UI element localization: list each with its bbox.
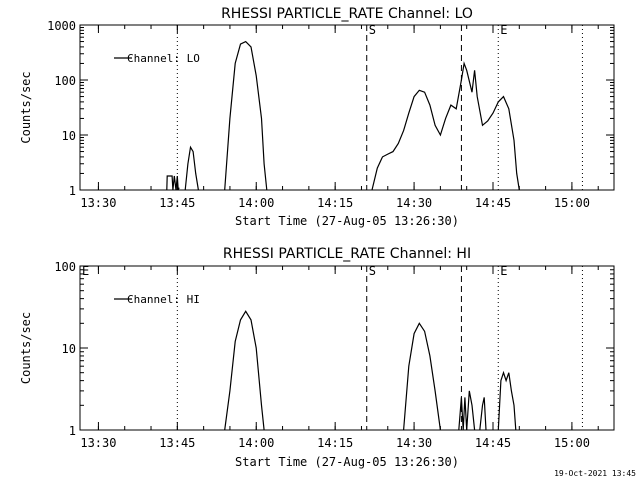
x-tick-label-hi: 14:00 [238, 436, 274, 450]
panel-hi-x-axis-label: Start Time (27-Aug-05 13:26:30) [235, 455, 459, 469]
x-tick-label-lo: 14:30 [396, 196, 432, 210]
x-tick-label-lo: 14:00 [238, 196, 274, 210]
event-marker-label-hi: S [369, 264, 376, 278]
panel-lo-title: RHESSI PARTICLE_RATE Channel: LO [221, 6, 473, 22]
series-line-hi-segment-0 [224, 310, 265, 431]
legend-label-hi: Channel: HI [127, 293, 200, 306]
panel-lo-y-axis-label: Counts/sec [19, 71, 33, 143]
footer-timestamp: 19-Oct-2021 13:45 [554, 469, 636, 478]
event-marker-label-lo: S [369, 23, 376, 37]
x-tick-label-hi: 14:45 [475, 436, 511, 450]
y-tick-label-lo: 1000 [47, 19, 76, 33]
panel-hi-y-axis-label: Counts/sec [19, 312, 33, 384]
x-tick-label-hi: 13:45 [159, 436, 195, 450]
y-tick-label-lo: 10 [62, 129, 76, 143]
y-tick-label-lo: 100 [54, 74, 76, 88]
x-tick-label-lo: 13:30 [80, 196, 116, 210]
panel-lo-axes-box [79, 24, 615, 191]
y-tick-label-hi: 1 [69, 424, 76, 438]
series-line-hi-segment-3 [479, 397, 487, 431]
x-tick-label-lo: 14:45 [475, 196, 511, 210]
legend-label-lo: Channel: LO [127, 52, 200, 65]
x-tick-label-lo: 13:45 [159, 196, 195, 210]
y-tick-label-hi: 10 [62, 342, 76, 356]
series-line-hi-segment-1 [403, 322, 441, 431]
series-line-lo-segment-1 [184, 145, 199, 191]
event-marker-label-lo: E [500, 23, 507, 37]
panel-hi-corner-label: E [82, 264, 89, 278]
series-line-hi-segment-4 [497, 370, 517, 431]
x-tick-label-lo: 15:00 [554, 196, 590, 210]
x-tick-label-hi: 14:30 [396, 436, 432, 450]
event-marker-label-hi: E [500, 264, 507, 278]
x-tick-label-hi: 13:30 [80, 436, 116, 450]
y-tick-label-lo: 1 [69, 184, 76, 198]
series-line-lo-segment-0 [166, 175, 180, 191]
series-line-hi-segment-2 [458, 390, 476, 431]
panel-lo-x-axis-label: Start Time (27-Aug-05 13:26:30) [235, 214, 459, 228]
x-tick-label-hi: 14:15 [317, 436, 353, 450]
y-tick-label-hi: 100 [54, 260, 76, 274]
x-tick-label-hi: 15:00 [554, 436, 590, 450]
series-line-lo-segment-2 [224, 40, 268, 191]
series-line-lo-segment-3 [371, 61, 520, 191]
x-tick-label-lo: 14:15 [317, 196, 353, 210]
panel-hi-title: RHESSI PARTICLE_RATE Channel: HI [223, 246, 471, 262]
